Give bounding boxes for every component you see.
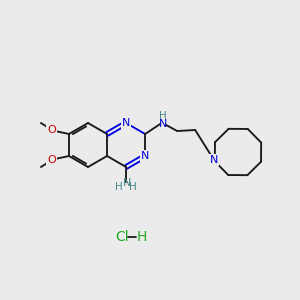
Text: N: N bbox=[159, 119, 167, 129]
Text: N: N bbox=[123, 178, 131, 188]
Text: H: H bbox=[159, 111, 167, 121]
Text: H: H bbox=[137, 230, 147, 244]
Text: H: H bbox=[129, 182, 137, 192]
Text: O: O bbox=[48, 125, 56, 135]
Text: O: O bbox=[48, 155, 56, 165]
Text: N: N bbox=[141, 151, 149, 161]
Text: N: N bbox=[210, 155, 218, 165]
Text: N: N bbox=[122, 118, 130, 128]
Text: Cl: Cl bbox=[115, 230, 129, 244]
Text: H: H bbox=[115, 182, 123, 192]
